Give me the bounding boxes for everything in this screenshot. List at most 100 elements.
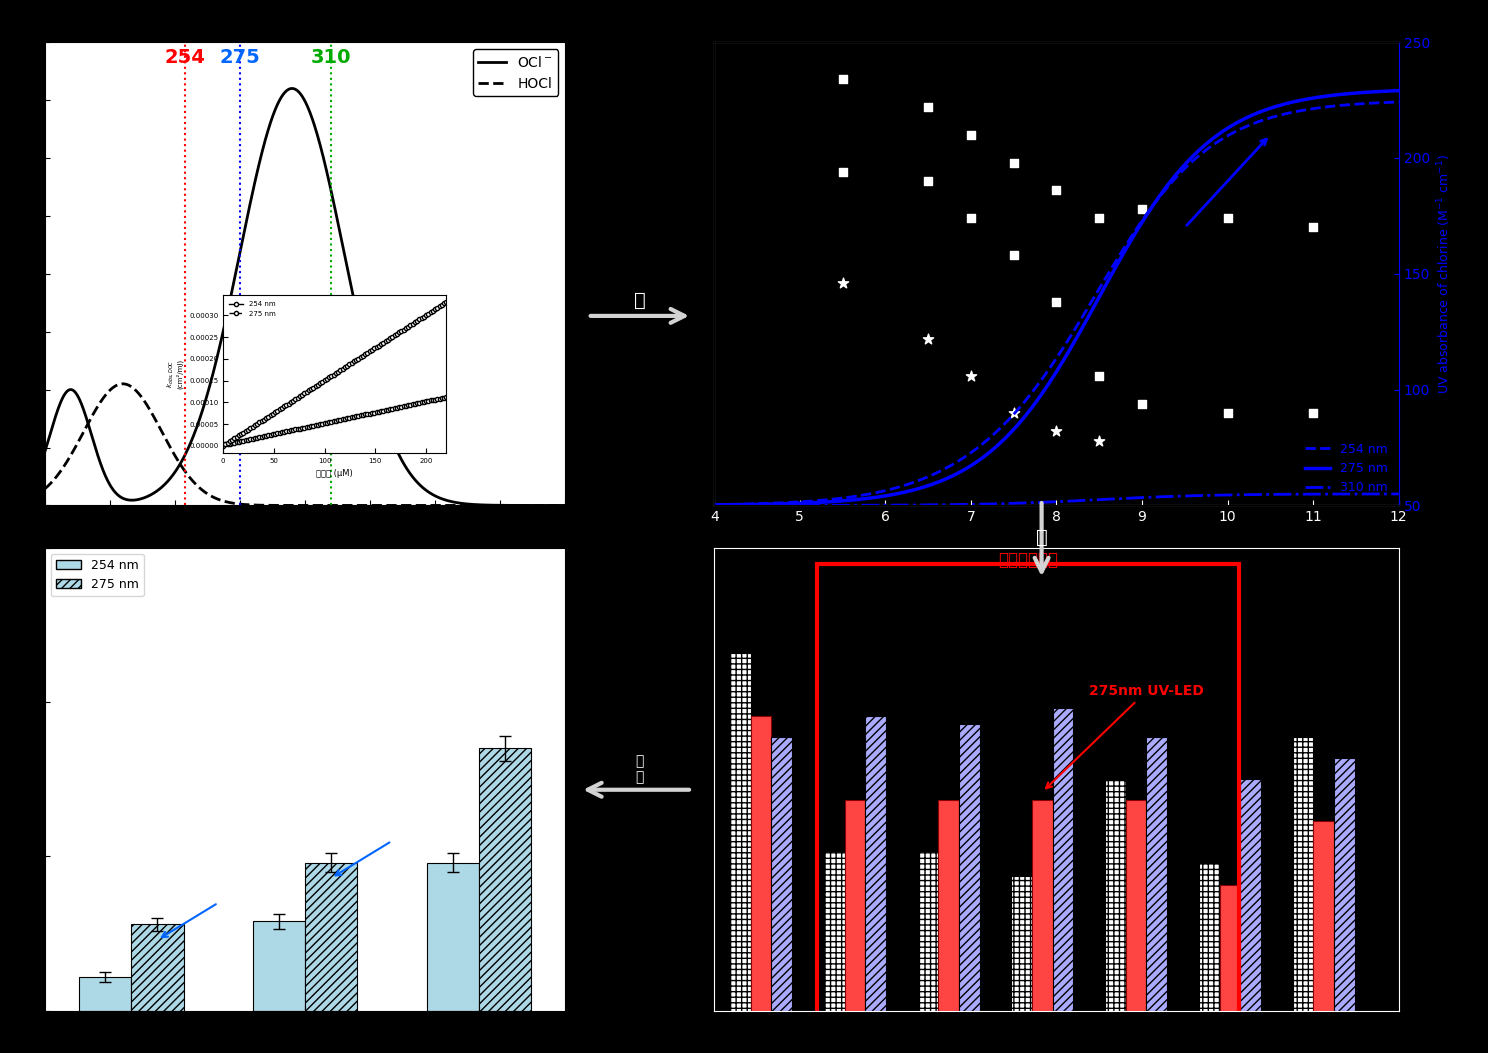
- OCl$^-$: [62, 383, 80, 396]
- Legend: OCl$^-$, HOCl: OCl$^-$, HOCl: [473, 49, 558, 96]
- Line: 254 nm: 254 nm: [714, 102, 1399, 504]
- Point: [1088, 432, 1112, 449]
- Bar: [1335, 758, 1354, 1011]
- 254 nm: [420, 395, 437, 408]
- Y-axis label: 摩尔吸光系数（M⁻¹ cm⁻¹）: 摩尔吸光系数（M⁻¹ cm⁻¹）: [0, 208, 7, 339]
- 254 nm: [1034, 371, 1052, 383]
- Bar: [918, 851, 939, 1011]
- 275 nm: [266, 406, 284, 419]
- Line: 275 nm: 275 nm: [222, 300, 448, 448]
- Bar: [845, 800, 865, 1011]
- Bar: [751, 716, 771, 1011]
- 310 nm: [1390, 488, 1408, 500]
- Bar: [958, 724, 979, 1011]
- 254 nm: [1030, 376, 1048, 389]
- 254 nm: [1113, 245, 1131, 258]
- Bar: [1052, 708, 1073, 1011]
- HOCl: [275, 499, 293, 512]
- OCl$^-$: [289, 85, 307, 98]
- 254 nm: [329, 414, 347, 426]
- Point: [830, 163, 854, 180]
- Bar: [427, 862, 479, 1011]
- HOCl: [36, 482, 54, 495]
- HOCl: [62, 449, 80, 461]
- Line: 275 nm: 275 nm: [714, 91, 1399, 505]
- 310 nm: [1030, 496, 1048, 509]
- Bar: [1314, 821, 1335, 1011]
- 310 nm: [705, 499, 723, 512]
- 310 nm: [1076, 494, 1094, 506]
- OCl$^-$: [542, 499, 559, 512]
- Line: 310 nm: 310 nm: [714, 494, 1399, 505]
- 275 nm: [1076, 317, 1094, 330]
- Point: [1302, 404, 1326, 421]
- Text: 常规水质条件: 常规水质条件: [998, 551, 1058, 569]
- Text: 275nm UV-LED: 275nm UV-LED: [1046, 684, 1204, 789]
- X-axis label: 加氯量 (μM): 加氯量 (μM): [317, 470, 353, 478]
- OCl$^-$: [275, 87, 293, 100]
- Y-axis label: UV absorbance of chlorine (M$^{-1}$ cm$^{-1}$): UV absorbance of chlorine (M$^{-1}$ cm$^…: [1436, 154, 1454, 394]
- 275 nm: [329, 365, 347, 378]
- Y-axis label: $k_{obs,DOC}$
(cm²/mJ): $k_{obs,DOC}$ (cm²/mJ): [165, 359, 183, 389]
- Text: 275: 275: [220, 47, 260, 67]
- Bar: [1146, 737, 1167, 1011]
- Bar: [1106, 779, 1126, 1011]
- 275 nm: [214, 439, 232, 452]
- Bar: [253, 921, 305, 1011]
- Point: [917, 173, 940, 190]
- 275 nm: [1266, 100, 1284, 113]
- Point: [960, 367, 984, 384]
- 310 nm: [1373, 488, 1391, 500]
- 254 nm: [426, 393, 443, 405]
- Point: [960, 126, 984, 143]
- Bar: [771, 737, 792, 1011]
- Point: [1088, 367, 1112, 384]
- Point: [1216, 404, 1240, 421]
- Point: [1302, 219, 1326, 236]
- HOCl: [289, 499, 307, 512]
- Legend: 254 nm, 275 nm: 254 nm, 275 nm: [226, 298, 278, 319]
- 254 nm: [705, 498, 723, 511]
- Bar: [939, 800, 958, 1011]
- Text: 310: 310: [311, 47, 351, 67]
- Text: 代
乃: 代 乃: [635, 754, 644, 784]
- Bar: [1293, 737, 1314, 1011]
- 254 nm: [1390, 96, 1408, 108]
- 275 nm: [1030, 391, 1048, 403]
- 310 nm: [1034, 496, 1052, 509]
- Bar: [1220, 885, 1241, 1011]
- Point: [1131, 200, 1155, 217]
- Bar: [1126, 800, 1146, 1011]
- OCl$^-$: [542, 499, 559, 512]
- Text: 254: 254: [165, 47, 205, 67]
- 275 nm: [1113, 251, 1131, 263]
- OCl$^-$: [283, 82, 301, 95]
- HOCl: [115, 378, 132, 391]
- Bar: [479, 749, 531, 1011]
- Bar: [731, 653, 751, 1011]
- 254 nm: [347, 410, 365, 422]
- Point: [1045, 182, 1068, 199]
- Bar: [79, 977, 131, 1011]
- OCl$^-$: [36, 446, 54, 459]
- 275 nm: [1034, 385, 1052, 398]
- Bar: [824, 851, 845, 1011]
- Legend: 254 nm, 275 nm, 310 nm: 254 nm, 275 nm, 310 nm: [1299, 438, 1393, 499]
- 275 nm: [347, 354, 365, 366]
- 275 nm: [420, 307, 437, 320]
- Point: [917, 99, 940, 116]
- Bar: [1199, 863, 1220, 1011]
- HOCl: [542, 499, 559, 512]
- Text: 系: 系: [634, 291, 646, 310]
- OCl$^-$: [446, 496, 464, 509]
- Point: [1001, 154, 1025, 171]
- Bar: [817, 564, 1240, 1019]
- OCl$^-$: [557, 499, 574, 512]
- 254 nm: [1266, 111, 1284, 123]
- 310 nm: [1266, 488, 1284, 500]
- 254 nm: [257, 430, 275, 442]
- Point: [1045, 293, 1068, 310]
- Point: [1216, 210, 1240, 226]
- Point: [830, 71, 854, 87]
- 275 nm: [1373, 85, 1391, 98]
